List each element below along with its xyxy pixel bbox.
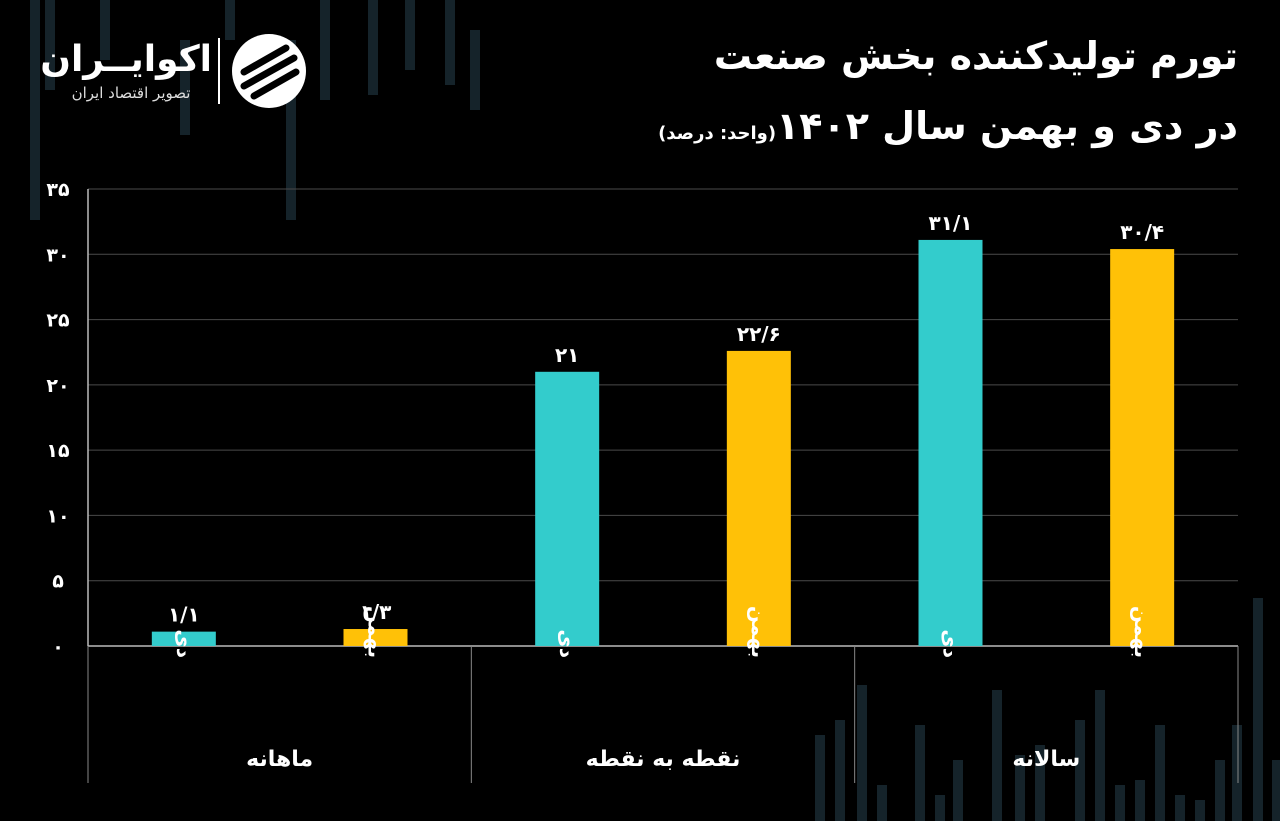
data-label: ۲۱ (555, 343, 579, 367)
decor-candle (835, 720, 845, 821)
bar-dey (535, 371, 600, 646)
decor-candle (1253, 598, 1263, 821)
y-tick-label: ۳۰ (46, 244, 69, 266)
decor-candle (225, 0, 235, 40)
y-tick-label: ۲۰ (46, 375, 69, 397)
logo-separator (218, 38, 220, 104)
decor-candle (30, 0, 40, 220)
group-label: ماهانه (246, 747, 313, 772)
y-tick-label: ۰ (52, 636, 64, 658)
data-label: ۱/۱ (168, 603, 200, 627)
decor-candle (180, 40, 190, 135)
decor-candle (368, 0, 378, 95)
y-tick-label: ۲۵ (46, 310, 70, 332)
decor-candle (815, 735, 825, 821)
decor-candle (877, 785, 887, 821)
decor-candle (405, 0, 415, 70)
logo: اکوایــران تصویر اقتصاد ایران (40, 32, 320, 112)
data-label: ۲۲/۶ (737, 322, 781, 346)
data-label: ۳۰/۴ (1120, 220, 1164, 244)
x-tick-label: دی (555, 629, 579, 658)
decor-candle (857, 685, 867, 821)
x-tick-label: دی (939, 629, 963, 658)
decor-candle (286, 40, 296, 220)
y-tick-label: ۱۵ (46, 440, 70, 462)
title-line-2: در دی و بهمن سال ۱۴۰۲(واحد: درصد) (478, 98, 1238, 162)
bar-dey (151, 631, 216, 646)
decor-candle (1015, 755, 1025, 821)
decor-candle (935, 795, 945, 821)
decor-candle (953, 760, 963, 821)
decor-candle (1155, 725, 1165, 821)
title-line-1: تورم تولیدکننده بخش صنعت (713, 34, 1238, 78)
decor-candle (470, 30, 480, 110)
x-tick-label: بهمن (1130, 606, 1154, 658)
decor-candle (1175, 795, 1185, 821)
unit-label: (واحد: درصد) (658, 123, 777, 144)
decor-candle (1075, 720, 1085, 821)
data-label: ۱/۳ (360, 600, 392, 624)
decor-candle (445, 0, 455, 85)
decor-candle (992, 690, 1002, 821)
decor-candle (1095, 690, 1105, 821)
x-tick-label: دی (172, 629, 196, 658)
bar-dey (918, 239, 983, 646)
y-tick-label: ۳۵ (46, 179, 70, 201)
decor-candle (1135, 780, 1145, 821)
logo-name: اکوایــران (40, 39, 212, 80)
logo-mark-icon (232, 34, 306, 108)
decor-candle (1115, 785, 1125, 821)
data-label: ۳۱/۱ (929, 211, 973, 235)
y-tick-label: ۵ (52, 571, 64, 593)
decor-candle (915, 725, 925, 821)
decor-candle (45, 0, 55, 90)
decor-candle (1232, 725, 1242, 821)
x-tick-label: بهمن (747, 606, 771, 658)
title-line-2-text: در دی و بهمن سال ۱۴۰۲ (776, 104, 1238, 148)
y-tick-label: ۱۰ (46, 505, 69, 527)
bar-bahman (343, 629, 408, 646)
decor-candle (1215, 760, 1225, 821)
decor-candle (1195, 800, 1205, 821)
logo-tagline: تصویر اقتصاد ایران (71, 84, 191, 102)
x-tick-label: بهمن (364, 606, 388, 658)
group-label: نقطه به نقطه (586, 747, 741, 772)
bar-bahman (1110, 249, 1175, 646)
bar-bahman (726, 350, 791, 646)
decor-candle (100, 0, 110, 60)
decor-candle (1035, 745, 1045, 821)
decor-candle (320, 0, 330, 100)
group-label: سالانه (1012, 747, 1080, 772)
decor-candle (1272, 760, 1280, 821)
chart-title: تورم تولیدکننده بخش صنعت در دی و بهمن سا… (478, 28, 1238, 162)
